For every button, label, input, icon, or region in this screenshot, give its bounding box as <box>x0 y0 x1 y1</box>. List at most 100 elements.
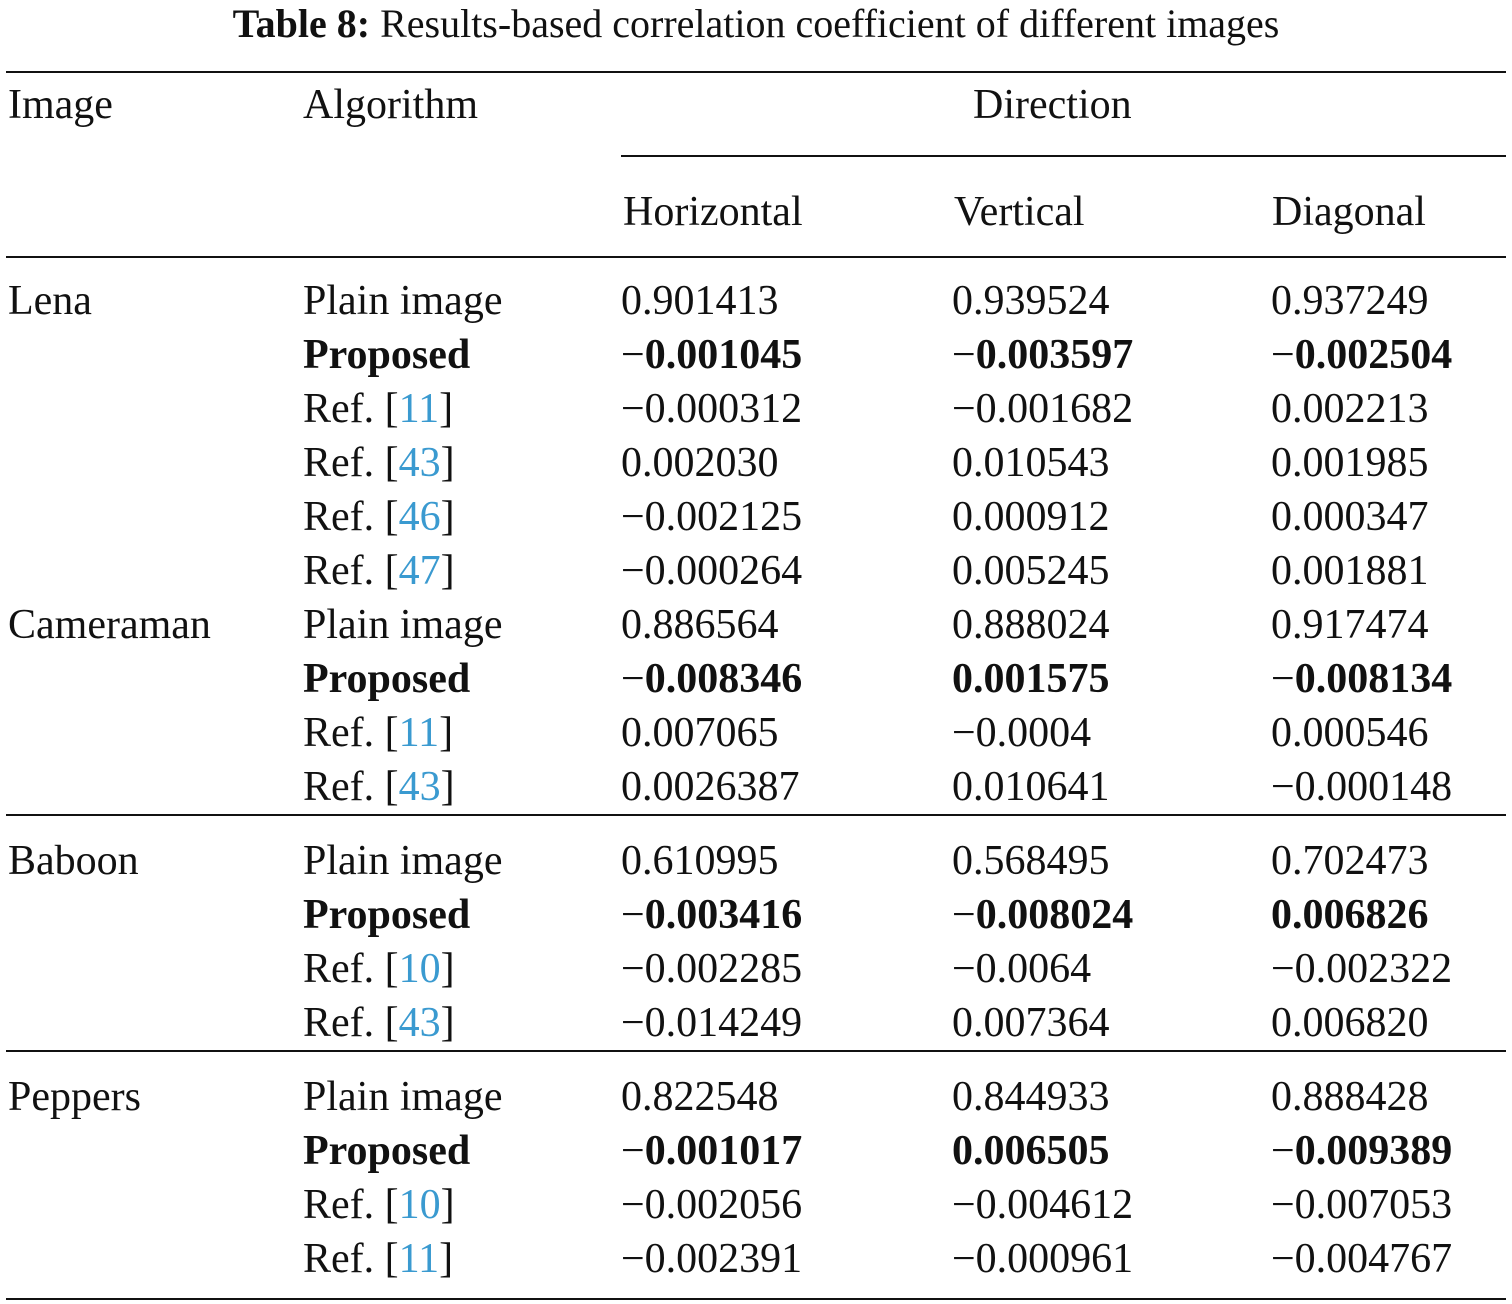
citation-link[interactable]: 46 <box>398 494 441 540</box>
horizontal-value-cell: 0.610995 <box>621 838 779 884</box>
header-vertical: Vertical <box>954 189 1085 235</box>
image-name-cell: Cameraman <box>8 602 211 648</box>
minus-sign: − <box>952 332 976 378</box>
citation-link[interactable]: 47 <box>398 548 441 594</box>
algorithm-cell: Ref. [43] <box>303 996 455 1050</box>
diagonal-value-cell: 0.000347 <box>1271 494 1429 540</box>
horizontal-value-cell: 0.886564 <box>621 602 779 648</box>
diagonal-value-cell: 0.002213 <box>1271 386 1429 432</box>
image-name-cell: Baboon <box>8 838 139 884</box>
table-row: Ref. [10] −0.002056 −0.004612 −0.007053 <box>0 1178 1512 1232</box>
horizontal-value-cell: −0.000264 <box>621 548 803 594</box>
minus-sign: − <box>1271 332 1295 378</box>
diagonal-value-cell: 0.001985 <box>1271 440 1429 486</box>
horizontal-value-cell: −0.000312 <box>621 386 803 432</box>
direction-rule <box>621 155 1506 157</box>
horizontal-value-cell: −0.002285 <box>621 946 803 992</box>
algorithm-cell: Ref. [10] <box>303 1178 455 1232</box>
diagonal-value-cell: 0.937249 <box>1271 278 1429 324</box>
ref-prefix: Ref. [ <box>303 548 399 594</box>
vertical-value-cell: 0.000912 <box>952 494 1110 540</box>
bold-value: 0.002504 <box>1294 332 1453 378</box>
vertical-value-cell: 0.568495 <box>952 838 1110 884</box>
horizontal-value-cell: −0.008346 <box>621 652 802 706</box>
minus-sign: − <box>621 656 645 702</box>
table-row: Proposed −0.001017 0.006505 −0.009389 <box>0 1124 1512 1178</box>
minus-sign: − <box>952 892 976 938</box>
diagonal-value-cell: 0.702473 <box>1271 838 1429 884</box>
horizontal-value-cell: −0.002056 <box>621 1182 803 1228</box>
rule-after-baboon <box>6 1050 1506 1052</box>
algorithm-cell: Ref. [43] <box>303 760 455 814</box>
bold-value: 0.003597 <box>975 332 1134 378</box>
diagonal-value-cell: 0.001881 <box>1271 548 1429 594</box>
diagonal-value-cell: 0.000546 <box>1271 710 1429 756</box>
ref-prefix: Ref. [ <box>303 386 399 432</box>
horizontal-value-cell: 0.901413 <box>621 278 779 324</box>
header-algorithm: Algorithm <box>303 82 478 128</box>
vertical-value-cell: 0.010641 <box>952 764 1110 810</box>
vertical-value-cell: 0.844933 <box>952 1074 1110 1120</box>
citation-link[interactable]: 43 <box>398 440 441 486</box>
horizontal-value-cell: −0.002391 <box>621 1236 803 1282</box>
vertical-value-cell: 0.006505 <box>952 1128 1110 1174</box>
algorithm-cell: Proposed <box>303 332 471 378</box>
vertical-value-cell: −0.0004 <box>952 710 1092 756</box>
diagonal-value-cell: −0.004767 <box>1271 1236 1453 1282</box>
bold-value: 0.001017 <box>644 1128 803 1174</box>
header-direction: Direction <box>973 82 1132 128</box>
algorithm-cell: Ref. [11] <box>303 382 453 436</box>
algorithm-cell: Plain image <box>303 278 503 324</box>
table-row: Ref. [46] −0.002125 0.000912 0.000347 <box>0 490 1512 544</box>
top-rule <box>6 71 1506 73</box>
table-row: Ref. [11] 0.007065 −0.0004 0.000546 <box>0 706 1512 760</box>
ref-suffix: ] <box>440 1000 455 1046</box>
algorithm-cell: Proposed <box>303 656 471 702</box>
algorithm-cell: Ref. [11] <box>303 706 453 760</box>
algorithm-cell: Proposed <box>303 1128 471 1174</box>
table-row: Ref. [43] −0.014249 0.007364 0.006820 <box>0 996 1512 1050</box>
citation-link[interactable]: 11 <box>398 386 440 432</box>
header-diagonal: Diagonal <box>1272 189 1426 235</box>
ref-suffix: ] <box>440 946 455 992</box>
table-caption-text: Results-based correlation coefficient of… <box>380 1 1280 46</box>
citation-link[interactable]: 43 <box>398 1000 441 1046</box>
diagonal-value-cell: 0.006826 <box>1271 892 1429 938</box>
ref-prefix: Ref. [ <box>303 1000 399 1046</box>
table-row: Ref. [11] −0.002391 −0.000961 −0.004767 <box>0 1232 1512 1286</box>
algorithm-cell: Proposed <box>303 892 471 938</box>
diagonal-value-cell: −0.000148 <box>1271 764 1453 810</box>
table-row: Ref. [47] −0.000264 0.005245 0.001881 <box>0 544 1512 598</box>
table-row: Lena Plain image 0.901413 0.939524 0.937249 <box>0 274 1512 328</box>
bold-value: 0.001045 <box>644 332 803 378</box>
algorithm-cell: Ref. [43] <box>303 436 455 490</box>
horizontal-value-cell: 0.007065 <box>621 710 779 756</box>
algorithm-cell: Ref. [11] <box>303 1232 453 1286</box>
algorithm-cell: Ref. [46] <box>303 490 455 544</box>
table-caption-label: Table 8: <box>232 1 371 46</box>
diagonal-value-cell: −0.002322 <box>1271 946 1453 992</box>
rule-after-cameraman <box>6 814 1506 816</box>
bold-value: 0.008134 <box>1294 656 1453 702</box>
citation-link[interactable]: 43 <box>398 764 441 810</box>
citation-link[interactable]: 10 <box>398 946 441 992</box>
horizontal-value-cell: −0.001045 <box>621 328 802 382</box>
citation-link[interactable]: 10 <box>398 1182 441 1228</box>
ref-suffix: ] <box>439 1236 454 1282</box>
citation-link[interactable]: 11 <box>398 1236 440 1282</box>
header-horizontal: Horizontal <box>623 189 803 235</box>
table-row: Peppers Plain image 0.822548 0.844933 0.8884… <box>0 1070 1512 1124</box>
vertical-value-cell: −0.004612 <box>952 1182 1134 1228</box>
table-row: Cameraman Plain image 0.886564 0.888024 0.91… <box>0 598 1512 652</box>
ref-prefix: Ref. [ <box>303 764 399 810</box>
ref-suffix: ] <box>440 1182 455 1228</box>
table-row: Ref. [10] −0.002285 −0.0064 −0.002322 <box>0 942 1512 996</box>
image-name-cell: Lena <box>8 278 92 324</box>
horizontal-value-cell: 0.822548 <box>621 1074 779 1120</box>
citation-link[interactable]: 11 <box>398 710 440 756</box>
horizontal-value-cell: 0.002030 <box>621 440 779 486</box>
table-row: Ref. [43] 0.0026387 0.010641 −0.000148 <box>0 760 1512 814</box>
vertical-value-cell: −0.008024 <box>952 888 1133 942</box>
horizontal-value-cell: 0.0026387 <box>621 764 800 810</box>
horizontal-value-cell: −0.002125 <box>621 494 803 540</box>
